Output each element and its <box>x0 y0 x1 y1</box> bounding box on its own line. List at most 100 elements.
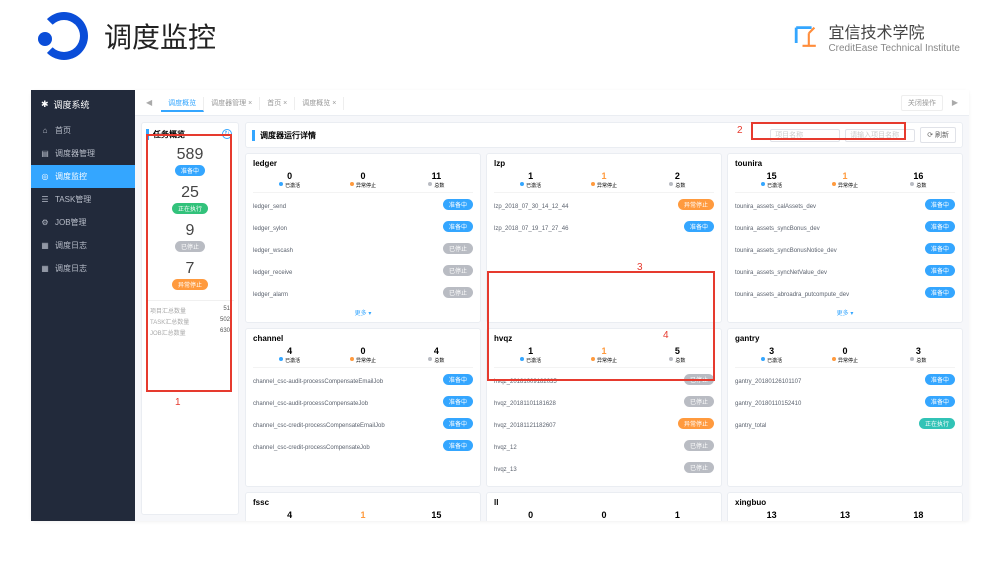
task-row[interactable]: channel_csc-credit-processCompensateEmai… <box>253 415 473 437</box>
task-row[interactable]: tounira_assets_syncNetValue_dev 准备中 <box>735 262 955 284</box>
task-row[interactable]: ledger_send准备中 <box>253 196 473 218</box>
task-row[interactable]: channel_csc-audit-processCompensateJob准备… <box>253 393 473 415</box>
task-name: tounira_assets_syncNetValue_dev <box>735 270 827 276</box>
tab-2[interactable]: 首页 × <box>260 97 295 110</box>
tab-prev-icon[interactable]: ◀ <box>146 98 152 107</box>
task-status-pill: 准备中 <box>925 199 955 210</box>
task-row[interactable]: tounira_assets_abroadra_putcompute_dev准备… <box>735 284 955 306</box>
counter-value: 0 <box>567 510 640 520</box>
sidebar-item-0[interactable]: ⌂首页 <box>31 119 135 142</box>
stat-pill: 异常停止 <box>172 279 208 290</box>
counter-value: 18 <box>882 510 955 520</box>
close-all-button[interactable]: 关闭操作 <box>901 95 943 111</box>
sidebar-item-5[interactable]: ▦调度日志 <box>31 234 135 257</box>
search-input-keyword[interactable] <box>845 129 915 142</box>
card-title: ll <box>494 498 714 507</box>
task-row[interactable]: ledger_alarm已停止 <box>253 284 473 306</box>
task-row[interactable]: tounira_assets_syncBonusNotice_dev 准备中 <box>735 240 955 262</box>
card-title: ledger <box>253 159 473 168</box>
brand-en: CreditEase Technical Institute <box>828 43 960 54</box>
tab-1[interactable]: 调度器管理 × <box>204 97 260 110</box>
task-name: tounira_assets_calAssets_dev <box>735 204 816 210</box>
task-status-pill: 准备中 <box>925 396 955 407</box>
more-link[interactable]: 更多 ▾ <box>735 308 955 317</box>
task-name: gantry_20180126101107 <box>735 379 801 385</box>
task-name: ledger_wscash <box>253 248 293 254</box>
counter-label: 已激活 <box>494 182 567 189</box>
task-name: hvqz_20181009182035 <box>494 379 557 385</box>
task-row[interactable]: lzp_2018_07_30_14_12_44异常停止 <box>494 196 714 218</box>
dashboard: ✱调度系统 ⌂首页▤调度器管理◎调度监控☰TASK管理⚙JOB管理▦调度日志▦调… <box>31 90 969 521</box>
task-row[interactable]: tounira_assets_syncBonus_dev准备中 <box>735 218 955 240</box>
counter-value: 1 <box>808 171 881 181</box>
tab-3[interactable]: 调度概览 × <box>295 97 344 110</box>
counter-label: 已激活 <box>253 182 326 189</box>
brand-block: 宜信技术学院 CreditEase Technical Institute <box>792 19 960 54</box>
annotation-label-3: 3 <box>637 262 643 273</box>
sidebar-item-1[interactable]: ▤调度器管理 <box>31 142 135 165</box>
sidebar-item-4[interactable]: ⚙JOB管理 <box>31 211 135 234</box>
nav-icon: ▦ <box>41 264 49 273</box>
sidebar-item-3[interactable]: ☰TASK管理 <box>31 188 135 211</box>
counter-label: 异常停止 <box>567 182 640 189</box>
stat-number: 589 <box>146 146 234 164</box>
overview-footer: 项目汇总数量51TASK汇总数量502JOB汇总数量630 <box>146 300 234 338</box>
counter-value: 1 <box>494 171 567 181</box>
task-status-pill: 准备中 <box>925 265 955 276</box>
nav-icon: ▤ <box>41 149 49 158</box>
nav-label: 首页 <box>55 125 71 136</box>
nav-label: 调度日志 <box>55 240 87 251</box>
task-row[interactable]: lzp_2018_07_19_17_27_46准备中 <box>494 218 714 240</box>
card-ledger: ledger 0已激活0异常停止11总数 ledger_send准备中ledge… <box>245 153 481 323</box>
task-row[interactable]: hvqz_12已停止 <box>494 437 714 459</box>
slide-header: 调度监控 宜信技术学院 CreditEase Technical Institu… <box>0 0 1000 72</box>
counter-value: 15 <box>400 510 473 520</box>
task-name: ledger_sylon <box>253 226 287 232</box>
tab-next-icon[interactable]: ▶ <box>952 98 958 107</box>
task-status-pill: 已停止 <box>684 462 714 473</box>
card-title: lzp <box>494 159 714 168</box>
task-row[interactable]: ledger_receive已停止 <box>253 262 473 284</box>
task-row[interactable]: channel_csc-credit-processCompensateJob准… <box>253 437 473 459</box>
task-name: ledger_send <box>253 204 286 210</box>
card-xingbuo: xingbuo 13已激活13异常停止18总数 xingbuo_dealTask… <box>727 492 963 521</box>
task-row[interactable]: gantry_20180110152410准备中 <box>735 393 955 415</box>
refresh-button[interactable]: ⟳ 刷新 <box>920 127 956 143</box>
task-row[interactable]: tounira_assets_calAssets_dev 准备中 <box>735 196 955 218</box>
task-name: tounira_assets_abroadra_putcompute_dev <box>735 292 849 298</box>
app-logo-icon: ✱ <box>41 99 49 110</box>
task-status-pill: 异常停止 <box>678 199 714 210</box>
counter-value: 4 <box>253 510 326 520</box>
task-row[interactable]: gantry_20180126101107准备中 <box>735 371 955 393</box>
nav-label: TASK管理 <box>55 194 91 205</box>
task-row[interactable]: hvqz_20181121182607异常停止 <box>494 415 714 437</box>
counter-value: 3 <box>882 346 955 356</box>
task-status-pill: 正在执行 <box>919 418 955 429</box>
task-name: channel_csc-credit-processCompensateEmai… <box>253 423 385 429</box>
task-row[interactable]: gantry_total正在执行 <box>735 415 955 437</box>
counter-value: 1 <box>494 346 567 356</box>
tab-bar: ◀ 调度概览调度器管理 ×首页 ×调度概览 × 关闭操作 ▶ <box>135 90 969 116</box>
more-link[interactable]: 更多 ▾ <box>253 308 473 317</box>
task-row[interactable]: hvqz_20181101181628已停止 <box>494 393 714 415</box>
task-row[interactable]: hvqz_20181009182035 已停止 <box>494 371 714 393</box>
refresh-icon[interactable]: ↻ <box>222 129 232 139</box>
task-row[interactable]: channel_csc-audit-processCompensateEmail… <box>253 371 473 393</box>
task-row[interactable]: ledger_sylon准备中 <box>253 218 473 240</box>
sidebar-item-2[interactable]: ◎调度监控 <box>31 165 135 188</box>
task-row[interactable]: hvqz_13已停止 <box>494 459 714 481</box>
counter-value: 16 <box>882 171 955 181</box>
task-name: tounira_assets_syncBonusNotice_dev <box>735 248 837 254</box>
task-status-pill: 准备中 <box>925 243 955 254</box>
task-name: ledger_alarm <box>253 292 288 298</box>
card-title: channel <box>253 334 473 343</box>
task-name: channel_csc-audit-processCompensateEmail… <box>253 379 383 385</box>
sidebar-item-6[interactable]: ▦调度日志 <box>31 257 135 280</box>
nav-label: 调度监控 <box>55 171 87 182</box>
counter-label: 已激活 <box>253 357 326 364</box>
task-row[interactable]: ledger_wscash已停止 <box>253 240 473 262</box>
search-input-name[interactable] <box>770 129 840 142</box>
task-status-pill: 已停止 <box>443 265 473 276</box>
tab-0[interactable]: 调度概览 <box>161 97 204 112</box>
task-status-pill: 已停止 <box>684 374 714 385</box>
